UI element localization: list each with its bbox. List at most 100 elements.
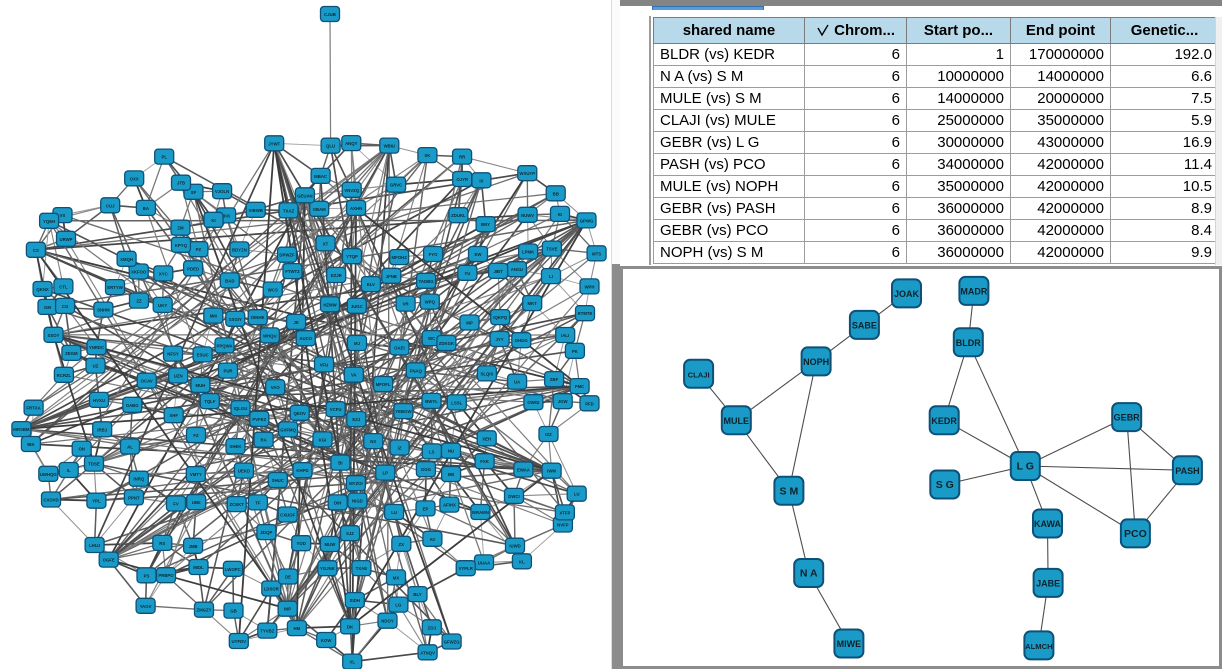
svg-text:KEDR: KEDR <box>931 416 957 426</box>
svg-text:AV: AV <box>430 537 436 542</box>
svg-text:TDSE: TDSE <box>88 462 100 467</box>
svg-text:FMC: FMC <box>575 384 584 389</box>
svg-text:SHUC: SHUC <box>272 478 284 483</box>
svg-text:BAD: BAD <box>225 278 234 283</box>
svg-text:VNVZQ: VNVZQ <box>344 188 359 193</box>
svg-text:FTWTZ: FTWTZ <box>285 269 300 274</box>
svg-text:NVFP: NVFP <box>557 523 569 528</box>
svg-text:OXX: OXX <box>130 176 139 181</box>
svg-text:CXUOF: CXUOF <box>280 513 295 518</box>
svg-text:VCFU: VCFU <box>330 407 342 412</box>
svg-text:PS: PS <box>144 573 150 578</box>
svg-text:S G: S G <box>936 479 954 491</box>
svg-text:FRTXA: FRTXA <box>26 406 40 411</box>
svg-text:GEUAN: GEUAN <box>297 193 313 198</box>
svg-text:WCS: WCS <box>268 288 278 293</box>
svg-text:YTQP: YTQP <box>346 254 358 259</box>
svg-text:PCO: PCO <box>1124 528 1147 540</box>
svg-text:MIWE: MIWE <box>837 639 862 649</box>
svg-text:JFNB: JFNB <box>386 274 397 279</box>
svg-text:VFU: VFU <box>320 362 329 367</box>
svg-text:NX: NX <box>370 439 376 444</box>
svg-text:CLAJI: CLAJI <box>688 370 710 379</box>
svg-text:GRVC: GRVC <box>390 183 402 188</box>
svg-text:TXAE: TXAE <box>356 566 368 571</box>
svg-text:CUJ: CUJ <box>106 203 115 208</box>
svg-text:OAEI: OAEI <box>394 345 405 350</box>
svg-text:BB: BB <box>448 472 454 477</box>
svg-text:UZN: UZN <box>174 374 183 379</box>
svg-text:CTL: CTL <box>59 284 68 289</box>
svg-text:TQLF: TQLF <box>204 399 216 404</box>
svg-text:IRBJ: IRBJ <box>97 427 107 432</box>
svg-text:HZMW: HZMW <box>323 302 337 307</box>
svg-text:ZBF: ZBF <box>550 377 559 382</box>
svg-text:UEKD: UEKD <box>238 469 250 474</box>
svg-text:ZMGZY: ZMGZY <box>196 608 211 613</box>
svg-text:TXAZ: TXAZ <box>283 208 295 213</box>
svg-text:RA: RA <box>260 438 266 443</box>
svg-text:LWOPC: LWOPC <box>225 567 241 572</box>
svg-text:CXOVD: CXOVD <box>43 498 58 503</box>
svg-text:KOW: KOW <box>321 638 332 643</box>
svg-text:VA: VA <box>351 373 357 378</box>
svg-text:BI: BI <box>338 461 342 466</box>
svg-text:ZEGM: ZEGM <box>65 351 78 356</box>
svg-text:JOAK: JOAK <box>894 289 920 299</box>
svg-text:VYPLR: VYPLR <box>459 566 474 571</box>
svg-text:ON: ON <box>78 447 84 452</box>
svg-text:KL: KL <box>519 559 525 564</box>
svg-text:PPNT: PPNT <box>128 495 140 500</box>
svg-text:MFOHZ: MFOHZ <box>392 255 408 260</box>
svg-text:LG: LG <box>395 603 402 608</box>
svg-text:IMDL: IMDL <box>193 565 204 570</box>
svg-text:VAO: VAO <box>271 385 281 390</box>
svg-text:EZJ: EZJ <box>352 417 360 422</box>
svg-text:WHQU: WHQU <box>263 333 277 338</box>
svg-text:SHEK: SHEK <box>230 444 243 449</box>
svg-text:DABG: DABG <box>126 403 139 408</box>
svg-text:FNAQ: FNAQ <box>410 368 423 373</box>
svg-text:N A: N A <box>800 568 818 580</box>
svg-text:BB: BB <box>553 191 559 196</box>
svg-text:PPQWA: PPQWA <box>217 343 233 348</box>
svg-text:JIBT: JIBT <box>493 269 503 274</box>
svg-text:UKY: UKY <box>158 303 167 308</box>
svg-text:QEOV: QEOV <box>293 411 306 416</box>
svg-text:LP: LP <box>383 471 389 476</box>
svg-text:EZJR: EZJR <box>331 273 343 278</box>
svg-text:ZX: ZX <box>399 542 405 547</box>
svg-text:EP: EP <box>423 506 429 511</box>
svg-text:XYC: XYC <box>159 271 168 276</box>
svg-text:JMB: JMB <box>189 544 198 549</box>
svg-text:ERTYW: ERTYW <box>107 285 123 290</box>
svg-text:AL: AL <box>127 445 133 450</box>
svg-text:OWGI: OWGI <box>527 400 539 405</box>
svg-text:TYVBZ: TYVBZ <box>260 629 274 634</box>
svg-text:IZZ: IZZ <box>545 432 552 437</box>
svg-text:INP: INP <box>284 607 291 612</box>
svg-text:L G: L G <box>1017 461 1034 473</box>
svg-text:LPMK: LPMK <box>522 250 535 255</box>
svg-text:MM: MM <box>210 314 218 319</box>
svg-text:MX: MX <box>393 575 400 580</box>
svg-text:SF: SF <box>191 190 197 195</box>
svg-text:S M: S M <box>780 485 799 497</box>
svg-text:PRBPO: PRBPO <box>158 573 174 578</box>
svg-text:CG: CG <box>62 304 69 309</box>
svg-text:JE: JE <box>293 320 298 325</box>
svg-text:XMQH: XMQH <box>120 257 133 262</box>
svg-text:EW: EW <box>475 252 483 257</box>
svg-text:YGJNK: YGJNK <box>320 566 336 571</box>
svg-text:WC: WC <box>428 336 435 341</box>
svg-text:ZDQP: ZDQP <box>260 530 272 535</box>
svg-text:VL: VL <box>349 660 355 665</box>
svg-text:NOPH: NOPH <box>803 357 829 367</box>
svg-text:SSGIY: SSGIY <box>229 317 242 322</box>
svg-text:XTFP: XTFP <box>559 510 570 515</box>
svg-text:YOD: YOD <box>297 541 306 546</box>
svg-text:DE: DE <box>285 575 291 580</box>
svg-text:TADBG: TADBG <box>419 279 435 284</box>
svg-text:GEBR: GEBR <box>1114 413 1141 423</box>
svg-text:ZOJ: ZOJ <box>428 625 437 630</box>
